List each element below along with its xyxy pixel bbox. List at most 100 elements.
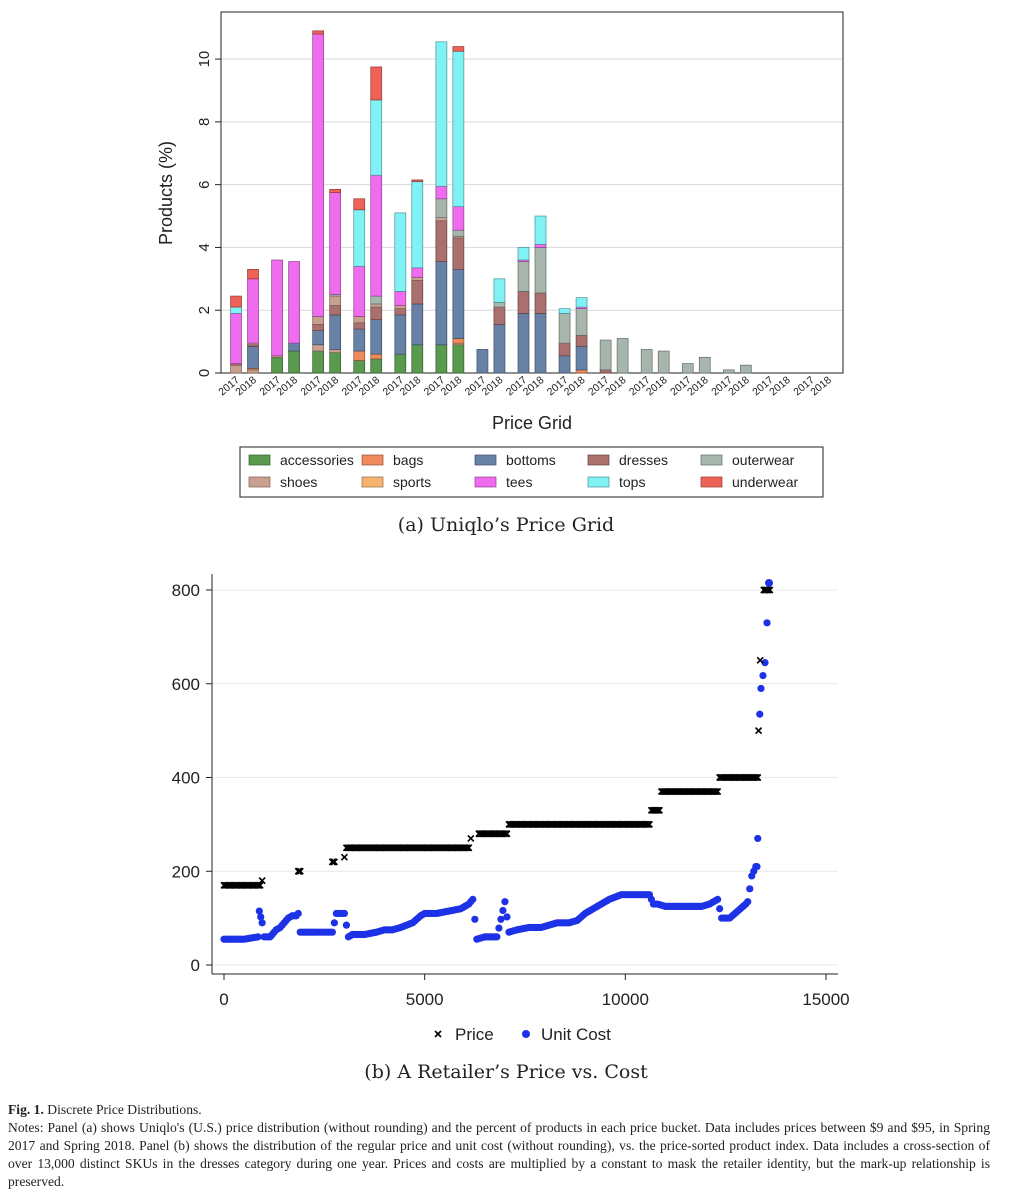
price-point xyxy=(503,830,511,838)
bar-segment-bottoms xyxy=(329,314,342,350)
price-point xyxy=(464,844,472,852)
bar-segment-shoes xyxy=(435,217,448,222)
bar-segment-tees xyxy=(370,174,383,297)
y-tick-label: 400 xyxy=(172,769,200,788)
bar-segment-bags xyxy=(370,353,383,360)
y-tick-label: 10 xyxy=(196,51,213,68)
bar-segment-shoes xyxy=(329,349,342,353)
legend-unit-cost-marker xyxy=(522,1030,530,1038)
legend-swatch-tops xyxy=(587,476,610,488)
x-axis: 2017201820172018201720182017201820172018… xyxy=(216,374,834,398)
price-point xyxy=(654,806,662,814)
legend-swatch-bags xyxy=(361,454,384,466)
y-tick-label: 0 xyxy=(191,956,200,975)
bar-segment-dresses xyxy=(517,291,530,314)
legend-label-accessories: accessories xyxy=(280,452,354,468)
price-point xyxy=(255,881,263,889)
bar-segment-bottoms xyxy=(493,323,506,374)
bar-segment-tees xyxy=(288,261,300,344)
price-point xyxy=(467,834,475,843)
y-tick-label: 4 xyxy=(196,243,213,251)
legend-box xyxy=(239,446,824,498)
price-grid-chart: 0 2 4 6 8 10 20172018201720182017201820172018… xyxy=(156,11,844,498)
price-point xyxy=(340,853,348,861)
bar-segment-tees xyxy=(394,291,407,306)
bar-segment-tops xyxy=(394,212,407,292)
bar-segment-dresses xyxy=(394,308,407,316)
bar-segment-outerwear xyxy=(616,338,629,374)
legend-label-dresses: dresses xyxy=(619,452,668,468)
price-point xyxy=(501,830,509,838)
bar-segment-outerwear xyxy=(640,349,653,374)
figure-label: Fig. 1. xyxy=(8,1102,44,1117)
bar-segment-tees xyxy=(329,192,342,295)
legend-swatch-accessories xyxy=(248,454,271,466)
bar-segment-bottoms xyxy=(247,345,259,369)
bar-segment-dresses xyxy=(435,220,448,262)
bar-segment-underwear xyxy=(230,295,242,308)
bar-segment-tees xyxy=(435,185,448,200)
legend-label-tees: tees xyxy=(506,474,532,490)
bar-segment-tops xyxy=(452,50,465,207)
price-point xyxy=(256,881,264,889)
y-tick-label: 800 xyxy=(172,581,200,600)
legend-swatch-dresses xyxy=(587,454,610,466)
price-series xyxy=(220,586,774,889)
unit-cost-point xyxy=(714,895,722,903)
unit-cost-point xyxy=(499,906,507,915)
legend-price-marker xyxy=(434,1030,442,1038)
unit-cost-point xyxy=(503,913,511,921)
bar-segment-tops xyxy=(353,209,366,267)
grid-lines xyxy=(212,589,838,966)
price-point xyxy=(653,806,661,814)
bar-segment-accessories xyxy=(411,344,424,374)
price-point xyxy=(330,858,338,866)
bar-segment-dresses xyxy=(493,306,506,325)
bar-segment-outerwear xyxy=(575,308,588,336)
bar-segment-shoes xyxy=(353,316,366,324)
bar-segment-outerwear xyxy=(681,363,694,374)
bar-segment-tops xyxy=(493,278,506,303)
bar-segment-underwear xyxy=(411,179,424,182)
legend-label-unit-cost: Unit Cost xyxy=(541,1025,611,1044)
bar-segment-outerwear xyxy=(452,229,465,237)
unit-cost-point xyxy=(757,684,765,693)
bar-segment-bottoms xyxy=(476,349,489,374)
bar-segment-outerwear xyxy=(517,261,530,292)
unit-cost-point xyxy=(257,913,265,921)
y-tick-label: 8 xyxy=(196,118,213,126)
bar-segment-tees xyxy=(230,313,242,364)
plot-frame xyxy=(220,11,844,374)
unit-cost-point xyxy=(330,919,338,927)
legend: Price Unit Cost xyxy=(434,1025,611,1044)
bar-segment-dresses xyxy=(411,280,424,305)
bar-segment-shoes xyxy=(411,276,424,281)
bar-segment-dresses xyxy=(452,237,465,270)
unit-cost-point xyxy=(746,885,754,893)
price-point xyxy=(764,586,773,594)
bar-segment-tops xyxy=(370,99,383,176)
x-axis-label: Price Grid xyxy=(492,413,572,433)
bar-segment-tees xyxy=(353,265,366,317)
y-tick-label: 600 xyxy=(172,675,200,694)
bar-segment-bottoms xyxy=(312,330,325,346)
bar-segment-bags xyxy=(353,350,366,361)
x-tick-label: 5000 xyxy=(406,990,444,1009)
panel-b-caption: (b) A Retailer’s Price vs. Cost xyxy=(364,1061,648,1083)
bar-segment-shoes xyxy=(394,305,407,309)
bar-segment-tops xyxy=(534,215,547,245)
price-point xyxy=(712,787,721,796)
bar-segment-underwear xyxy=(247,269,259,280)
price-point xyxy=(643,820,651,828)
price-point xyxy=(711,787,719,796)
bar-segment-dresses xyxy=(599,369,612,374)
bar-segment-accessories xyxy=(452,344,465,374)
y-tick-label: 200 xyxy=(172,862,200,881)
bar-segment-tops xyxy=(435,41,448,187)
bar-segment-tops xyxy=(517,247,530,261)
bar-segment-tops xyxy=(411,181,424,269)
unit-cost-point xyxy=(716,905,724,913)
bar-segment-tops xyxy=(230,306,242,314)
grid-lines xyxy=(221,58,843,311)
bar-segment-outerwear xyxy=(558,313,571,344)
